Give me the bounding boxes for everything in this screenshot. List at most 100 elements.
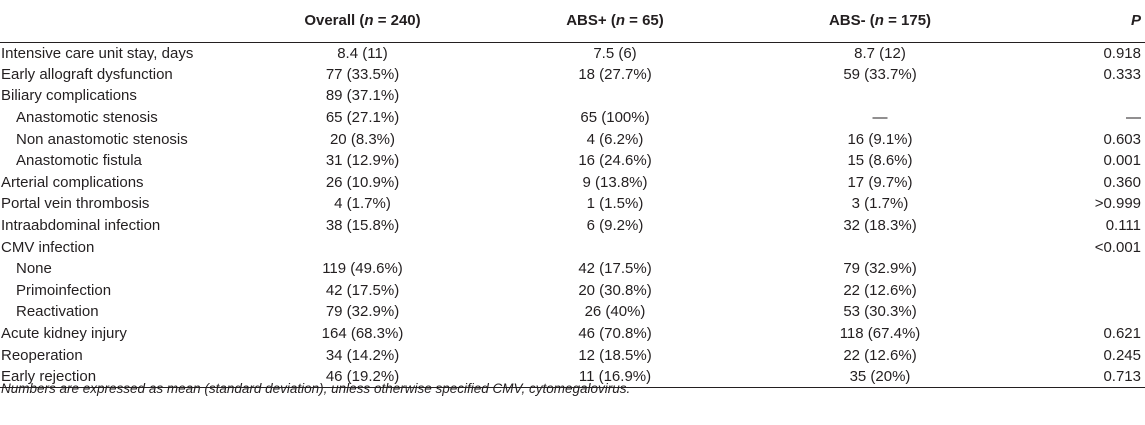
header-abs-positive-n: n bbox=[615, 12, 625, 30]
cell-abs-positive: 18 (27.7%) bbox=[578, 65, 652, 83]
cell-abs-positive: 46 (70.8%) bbox=[578, 325, 652, 343]
cell-overall: 164 (68.3%) bbox=[321, 325, 404, 343]
cell-abs-negative bbox=[745, 236, 1015, 258]
row-label: Arterial complications bbox=[1, 173, 144, 191]
table-row: Acute kidney injury 164 (68.3%) 46 (70.8%)… bbox=[0, 323, 1145, 345]
table-header: Overall (n = 240) ABS+ (n = 65) ABS- (n … bbox=[0, 0, 1145, 43]
row-label: Acute kidney injury bbox=[1, 325, 127, 343]
cell-abs-positive: 11 (16.9%) bbox=[485, 365, 745, 388]
table-row: Reoperation 34 (14.2%) 12 (18.5%) 22 (12.6%… bbox=[0, 344, 1145, 366]
row-label: None bbox=[16, 260, 52, 278]
cell-abs-negative: — bbox=[872, 109, 888, 127]
cell-overall: 46 (19.2%) bbox=[240, 365, 485, 388]
cell-overall: 79 (32.9%) bbox=[325, 303, 400, 321]
table-row: Early rejection 46 (19.2%) 11 (16.9%) 35 (2… bbox=[0, 365, 1145, 388]
cell-p-value bbox=[1015, 301, 1145, 323]
header-abs-positive-label: ABS+ ( bbox=[566, 12, 616, 30]
header-abs-negative-rest: = 175) bbox=[883, 12, 932, 30]
cell-abs-positive: 12 (18.5%) bbox=[578, 346, 652, 364]
table-row: Portal vein thrombosis 4 (1.7%) 1 (1.5%) 3 … bbox=[0, 193, 1145, 215]
cell-abs-negative: 22 (12.6%) bbox=[843, 346, 917, 364]
cell-p-value bbox=[1015, 258, 1145, 280]
header-overall-n: n bbox=[364, 12, 374, 30]
cell-abs-negative: 17 (9.7%) bbox=[847, 173, 913, 191]
table-row: Anastomotic stenosis 65 (27.1%) 65 (100%) —… bbox=[0, 107, 1145, 129]
table-row: Intraabdominal infection 38 (15.8%) 6 (9.2… bbox=[0, 215, 1145, 237]
cell-abs-negative: 59 (33.7%) bbox=[843, 65, 917, 83]
cell-abs-negative: 22 (12.6%) bbox=[843, 281, 917, 299]
cell-p-value: >0.999 bbox=[1094, 195, 1141, 213]
header-overall-label: Overall ( bbox=[304, 12, 365, 30]
cell-p-value: 0.360 bbox=[1103, 173, 1141, 191]
cell-abs-positive: 42 (17.5%) bbox=[578, 260, 652, 278]
cell-abs-positive bbox=[485, 85, 745, 107]
cell-abs-positive: 20 (30.8%) bbox=[578, 281, 652, 299]
table-row: Primoinfection 42 (17.5%) 20 (30.8%) 22 (12… bbox=[0, 280, 1145, 302]
cell-p-value bbox=[1015, 85, 1145, 107]
header-overall-rest: = 240) bbox=[373, 12, 421, 30]
cell-overall: 77 (33.5%) bbox=[325, 65, 400, 83]
header-abs-negative-n: n bbox=[874, 12, 884, 30]
header-variable bbox=[0, 0, 240, 43]
cell-abs-positive: 4 (6.2%) bbox=[586, 130, 644, 148]
cell-abs-positive: 1 (1.5%) bbox=[586, 195, 644, 213]
row-label: CMV infection bbox=[1, 238, 95, 256]
cell-overall: 4 (1.7%) bbox=[334, 195, 391, 213]
cell-overall: 26 (10.9%) bbox=[325, 173, 400, 191]
cell-p-value: — bbox=[1126, 109, 1141, 127]
row-label: Primoinfection bbox=[16, 281, 112, 299]
table-row: Reactivation 79 (32.9%) 26 (40%) 53 (30.3%) bbox=[0, 301, 1145, 323]
cell-abs-negative: 118 (67.4%) bbox=[839, 325, 921, 343]
row-label: Anastomotic fistula bbox=[16, 152, 142, 170]
cell-abs-positive bbox=[485, 236, 745, 258]
cell-p-value: 0.918 bbox=[1103, 44, 1141, 62]
table-body: Intensive care unit stay, days 8.4 (11) 7.… bbox=[0, 42, 1145, 388]
cell-overall: 8.4 (11) bbox=[337, 44, 388, 62]
cell-abs-positive: 7.5 (6) bbox=[593, 44, 637, 62]
cell-abs-negative: 53 (30.3%) bbox=[843, 303, 917, 321]
cell-abs-positive: 6 (9.2%) bbox=[586, 217, 644, 235]
row-label: Anastomotic stenosis bbox=[16, 109, 158, 127]
cell-p-value: 0.621 bbox=[1103, 325, 1141, 343]
row-label: Reactivation bbox=[16, 303, 99, 321]
table-row: Anastomotic fistula 31 (12.9%) 16 (24.6%) 1… bbox=[0, 150, 1145, 172]
cell-abs-negative: 16 (9.1%) bbox=[847, 130, 913, 148]
header-p-value: P bbox=[1015, 0, 1145, 43]
cell-p-value bbox=[1015, 280, 1145, 302]
cell-overall: 38 (15.8%) bbox=[325, 217, 400, 235]
cell-overall: 89 (37.1%) bbox=[325, 87, 400, 105]
cell-p-value: 0.713 bbox=[1015, 365, 1145, 388]
cell-overall: 31 (12.9%) bbox=[325, 152, 400, 170]
table-row: Arterial complications 26 (10.9%) 9 (13.8%… bbox=[0, 172, 1145, 194]
table-row: Intensive care unit stay, days 8.4 (11) 7.… bbox=[0, 42, 1145, 64]
cell-abs-positive: 9 (13.8%) bbox=[582, 173, 648, 191]
row-label: Intensive care unit stay, days bbox=[1, 44, 194, 62]
cell-abs-negative: 8.7 (12) bbox=[854, 44, 906, 62]
cell-p-value: 0.603 bbox=[1103, 130, 1141, 148]
cell-abs-positive: 16 (24.6%) bbox=[578, 152, 652, 170]
cell-p-value: <0.001 bbox=[1094, 238, 1141, 256]
cell-abs-negative: 3 (1.7%) bbox=[851, 195, 909, 213]
header-row: Overall (n = 240) ABS+ (n = 65) ABS- (n … bbox=[0, 0, 1145, 43]
header-abs-negative-label: ABS- ( bbox=[828, 12, 875, 30]
row-label: Reoperation bbox=[1, 346, 83, 364]
header-abs-positive: ABS+ (n = 65) bbox=[485, 0, 745, 43]
row-label: Intraabdominal infection bbox=[1, 217, 161, 235]
row-label: Early allograft dysfunction bbox=[1, 65, 173, 83]
header-abs-positive-rest: = 65) bbox=[624, 12, 664, 30]
cell-overall: 65 (27.1%) bbox=[325, 109, 400, 127]
cell-abs-negative bbox=[745, 85, 1015, 107]
header-abs-negative: ABS- (n = 175) bbox=[745, 0, 1015, 43]
cell-overall: 119 (49.6%) bbox=[322, 260, 403, 278]
cell-abs-negative: 35 (20%) bbox=[745, 365, 1015, 388]
row-label: Biliary complications bbox=[1, 87, 137, 105]
header-overall: Overall (n = 240) bbox=[240, 0, 485, 43]
cell-abs-negative: 15 (8.6%) bbox=[847, 152, 913, 170]
cell-abs-negative: 79 (32.9%) bbox=[843, 260, 917, 278]
cell-overall: 42 (17.5%) bbox=[325, 281, 400, 299]
cell-p-value: 0.001 bbox=[1103, 152, 1141, 170]
cell-p-value: 0.333 bbox=[1103, 65, 1141, 83]
table-row: None 119 (49.6%) 42 (17.5%) 79 (32.9%) bbox=[0, 258, 1145, 280]
table-row: CMV infection <0.001 bbox=[0, 236, 1145, 258]
cell-p-value: 0.245 bbox=[1103, 346, 1141, 364]
